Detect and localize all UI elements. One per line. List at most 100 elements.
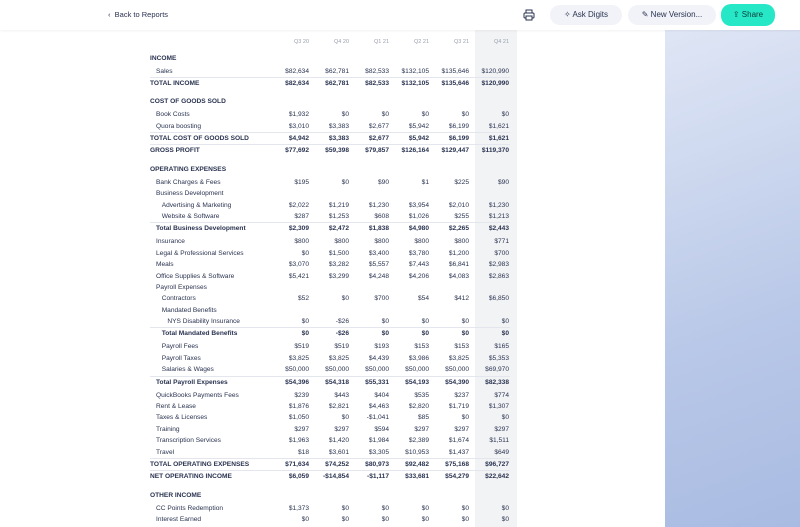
cell-value: $0 <box>341 516 349 523</box>
button-label: New Version... <box>650 10 703 19</box>
row-label: TOTAL COST OF GOODS SOLD <box>150 135 249 142</box>
cell-value: $18 <box>297 448 309 456</box>
cell-value: $3,954 <box>408 201 429 209</box>
cell-value: $3,383 <box>328 122 349 130</box>
cell-value: $54,396 <box>285 378 309 386</box>
cell-value: $1,984 <box>368 437 389 445</box>
cell-value: $54,318 <box>325 378 349 386</box>
separator <box>150 132 510 133</box>
cell-value: $74,252 <box>325 460 349 468</box>
cell-value: $6,059 <box>288 473 309 481</box>
row-label: Total Payroll Expenses <box>156 378 228 386</box>
separator <box>150 457 510 459</box>
column-header: Q4 21 <box>494 38 509 45</box>
cell-value: $2,821 <box>328 402 349 410</box>
row-label: Book Costs <box>156 111 190 119</box>
cell-value: $2,983 <box>488 261 509 269</box>
cell-value: $33,681 <box>405 473 429 481</box>
cell-value: $0 <box>421 504 429 512</box>
section-label: INCOME <box>150 54 177 62</box>
cell-value: $126,164 <box>401 147 429 155</box>
cell-value: $1,437 <box>448 448 469 456</box>
cell-value: $132,105 <box>401 79 429 87</box>
cell-value: $3,305 <box>368 448 389 456</box>
row-label: Travel <box>156 448 175 456</box>
cell-value: $3,601 <box>328 448 349 456</box>
cell-value: $4,942 <box>288 135 309 142</box>
cell-value: $135,646 <box>441 67 469 75</box>
cell-value: $3,825 <box>448 354 469 362</box>
cell-value: $4,463 <box>368 402 389 410</box>
cell-value: -$1,117 <box>367 473 389 481</box>
column-header: Q2 21 <box>414 38 429 45</box>
cell-value: $3,010 <box>288 122 309 130</box>
back-link[interactable]: ‹ Back to Reports <box>108 10 169 19</box>
cell-value: $0 <box>301 516 309 523</box>
cell-value: $62,781 <box>325 79 349 87</box>
row-label: Total Business Development <box>156 225 246 233</box>
toolbar: ‹ Back to Reports ✧ Ask Digits ✎ New Ver… <box>0 0 800 30</box>
column-header: Q4 20 <box>334 38 349 45</box>
cell-value: $297 <box>414 425 429 433</box>
cell-value: $0 <box>381 504 389 512</box>
cell-value: $2,677 <box>368 122 389 130</box>
cell-value: $700 <box>494 249 509 257</box>
cell-value: $1 <box>421 178 429 186</box>
print-icon[interactable] <box>523 9 535 21</box>
cell-value: $1,838 <box>368 225 389 233</box>
cell-value: $1,307 <box>488 402 509 410</box>
row-label: GROSS PROFIT <box>150 147 200 155</box>
cell-value: $0 <box>461 414 469 422</box>
cell-value: $59,398 <box>325 147 349 155</box>
cell-value: $132,105 <box>401 67 429 75</box>
cell-value: $1,200 <box>448 249 469 257</box>
cell-value: $3,070 <box>288 261 309 269</box>
cell-value: $0 <box>341 504 349 512</box>
cell-value: $594 <box>374 425 389 433</box>
separator <box>150 222 510 224</box>
row-label: Mandated Benefits <box>161 306 217 314</box>
row-label: Taxes & Licenses <box>156 414 208 422</box>
cell-value: -$26 <box>335 318 349 326</box>
row-label: Payroll Expenses <box>156 283 207 291</box>
section-label: COST OF GOODS SOLD <box>150 98 226 106</box>
cell-value: $0 <box>421 318 429 326</box>
cell-value: $69,970 <box>485 366 509 374</box>
cell-value: $52 <box>297 295 309 303</box>
cell-value: $239 <box>294 391 309 399</box>
cell-value: $2,863 <box>488 272 509 280</box>
cell-value: $0 <box>341 111 349 119</box>
cell-value: $700 <box>374 295 389 303</box>
cell-value: $50,000 <box>285 366 309 374</box>
cell-value: $5,421 <box>288 272 309 280</box>
column-header: Q3 20 <box>294 38 309 45</box>
cell-value: $6,841 <box>448 261 469 269</box>
cell-value: $1,963 <box>288 437 309 445</box>
cell-value: $800 <box>334 238 349 246</box>
cell-value: $1,511 <box>489 437 509 445</box>
cell-value: -$14,854 <box>322 473 349 481</box>
cell-value: $6,850 <box>488 295 509 303</box>
cell-value: $50,000 <box>445 366 469 374</box>
new-version-button[interactable]: ✎ New Version... <box>628 5 716 25</box>
cell-value: $287 <box>294 213 309 220</box>
cell-value: $5,942 <box>408 135 429 142</box>
cell-value: $54,193 <box>405 378 429 386</box>
share-button[interactable]: ⇪ Share <box>721 4 775 26</box>
cell-value: $82,634 <box>285 79 309 87</box>
cell-value: $6,199 <box>448 122 469 130</box>
cell-value: $1,674 <box>448 437 469 445</box>
row-label: NET OPERATING INCOME <box>150 473 232 481</box>
cell-value: $129,447 <box>441 147 469 155</box>
cell-value: $774 <box>494 391 509 399</box>
cell-value: $1,719 <box>448 402 469 410</box>
cell-value: $193 <box>374 343 389 351</box>
cell-value: $1,230 <box>368 201 389 209</box>
cell-value: $800 <box>294 238 309 246</box>
ask-digits-button[interactable]: ✧ Ask Digits <box>550 5 622 25</box>
separator <box>150 470 510 472</box>
cell-value: $120,990 <box>481 67 509 75</box>
cell-value: $0 <box>341 414 349 422</box>
separator <box>150 375 510 377</box>
